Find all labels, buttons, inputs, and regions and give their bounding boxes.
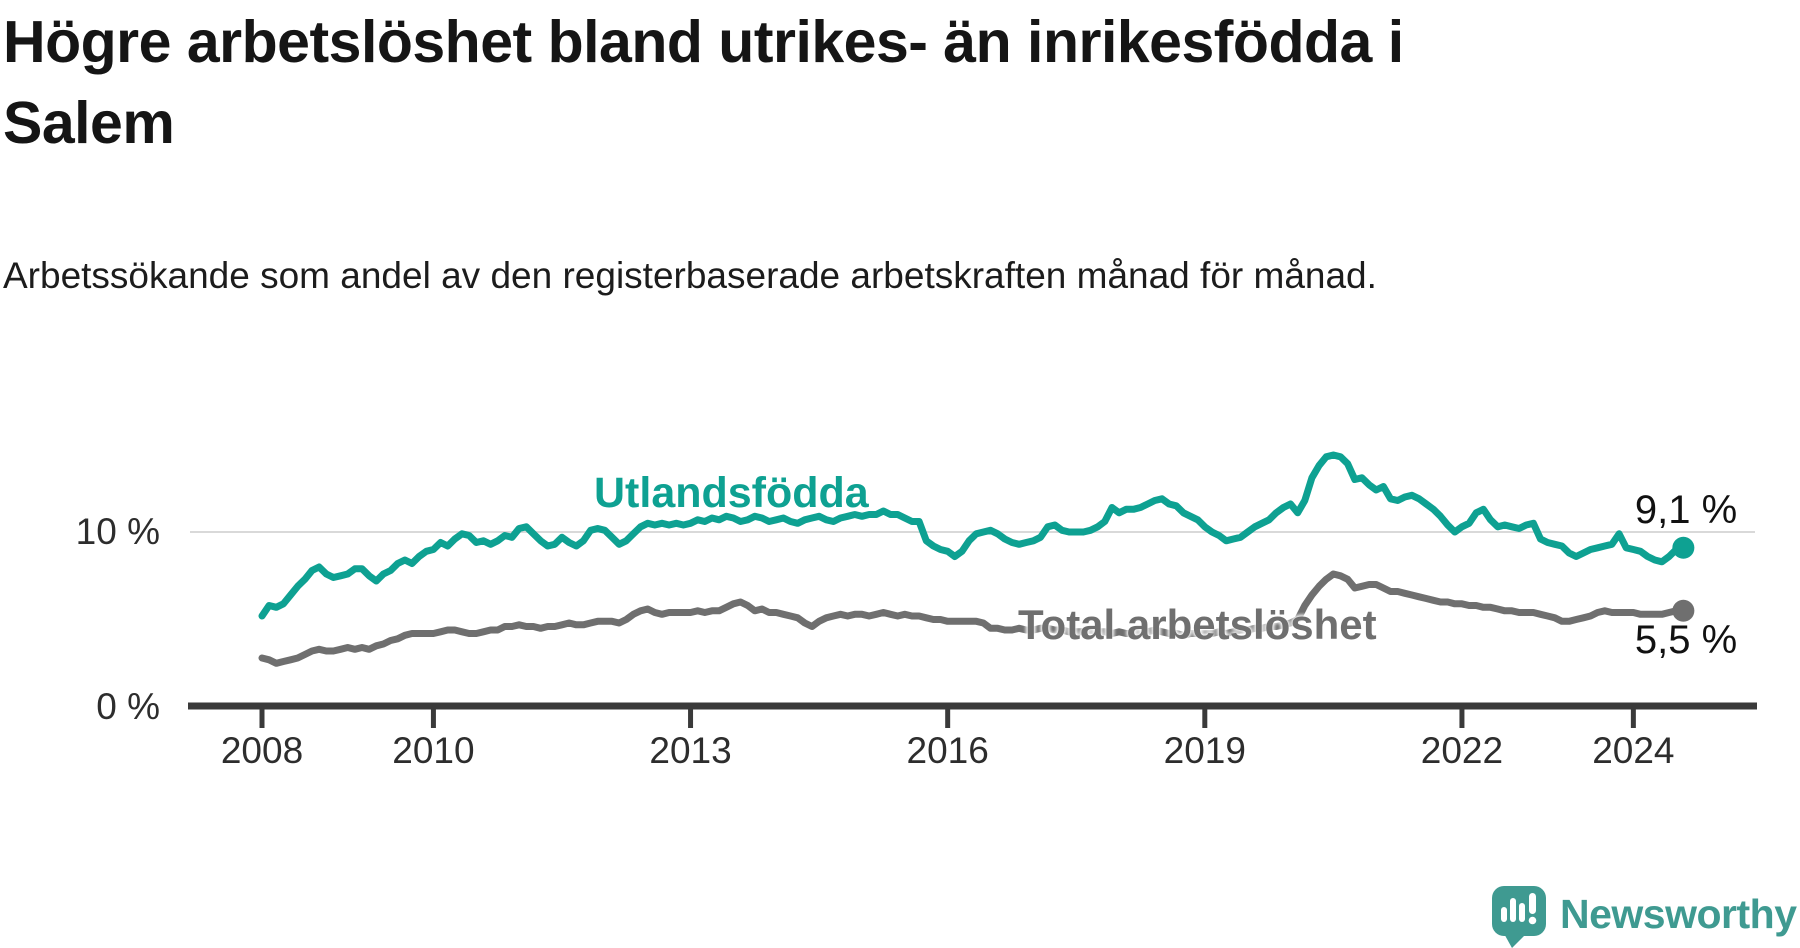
page-title: Högre arbetslöshet bland utrikes- än inr… — [3, 2, 1563, 165]
series-label-total-arbetsloshet: Total arbetslöshet — [1018, 601, 1377, 648]
series-end-dot-0 — [1672, 536, 1695, 559]
end-value-label-utlandsfodda: 9,1 % — [1634, 488, 1738, 532]
chart-subtitle: Arbetssökande som andel av den registerb… — [3, 255, 1377, 296]
end-value-label-total: 5,5 % — [1634, 618, 1738, 662]
newsworthy-logo-icon — [1492, 886, 1546, 948]
newsworthy-logo-text: Newsworthy — [1560, 890, 1797, 937]
page-title-line-2: Salem — [3, 90, 175, 157]
series-label-utlandsfodda: Utlandsfödda — [594, 469, 869, 517]
page-title-line-1: Högre arbetslöshet bland utrikes- än inr… — [3, 9, 1404, 75]
series-line-0 — [258, 451, 1687, 620]
series-end-dot-1 — [1672, 599, 1695, 622]
series-line-1 — [258, 570, 1687, 667]
newsworthy-logo[interactable]: Newsworthy — [1488, 880, 1800, 948]
